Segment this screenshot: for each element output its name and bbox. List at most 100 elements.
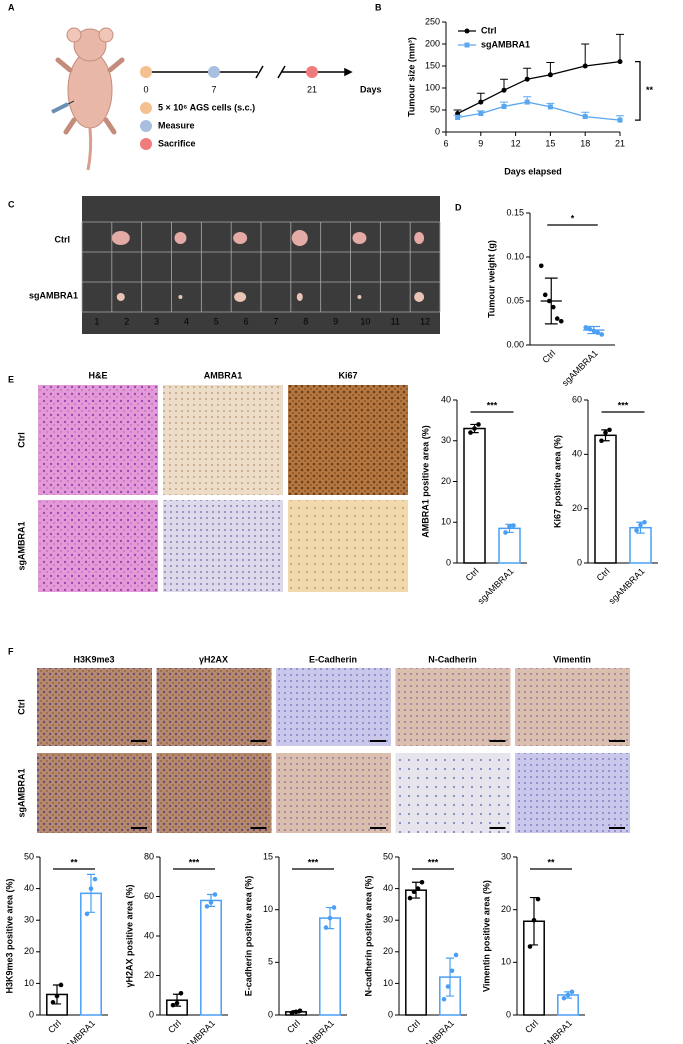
y-tick-label: 10 [24, 978, 34, 988]
tumour [296, 293, 303, 301]
x-tick-label: 18 [580, 138, 590, 148]
x-axis-label: Days elapsed [504, 166, 562, 176]
tumour [414, 292, 425, 302]
y-tick-label: 0 [446, 557, 451, 567]
marker [547, 104, 553, 110]
y-tick-label: 100 [425, 82, 440, 92]
bar [200, 899, 222, 1016]
significance: *** [487, 400, 498, 410]
x-tick-label: Ctrl [285, 1018, 302, 1035]
data-point [599, 332, 605, 337]
histology-image [156, 753, 272, 833]
data-point [54, 993, 60, 999]
data-point [293, 1009, 299, 1015]
column-header: γH2AX [199, 654, 228, 664]
data-point [453, 952, 459, 958]
data-point [554, 316, 560, 321]
y-tick-label: 0 [268, 1009, 273, 1019]
marker [524, 76, 530, 82]
y-tick-label: 5 [268, 957, 273, 967]
legend-dot [140, 138, 152, 150]
y-tick-label: 0.00 [506, 339, 524, 349]
x-tick-label: Ctrl [405, 1018, 422, 1035]
significance: ** [547, 857, 555, 867]
row-label: sgAMBRA1 [29, 290, 78, 300]
y-tick-label: 0 [388, 1009, 393, 1019]
photo-number: 6 [244, 316, 249, 326]
histology-image [276, 753, 391, 833]
panel-label: D [455, 202, 462, 212]
tumour [352, 232, 367, 244]
legend-dot [140, 102, 152, 114]
x-tick-label: Ctrl [523, 1018, 540, 1035]
significance: *** [189, 857, 200, 867]
y-tick-label: 20 [441, 476, 451, 486]
significance: ** [70, 857, 78, 867]
timeline-tick: 21 [307, 84, 317, 94]
data-point [511, 523, 516, 528]
error-bar [616, 33, 624, 62]
marker [478, 111, 484, 117]
y-tick-label: 40 [441, 394, 451, 404]
photo-number: 5 [214, 316, 219, 326]
legend-label: 5 × 10⁶ AGS cells (s.c.) [158, 102, 255, 112]
y-tick-label: 20 [572, 503, 582, 513]
y-tick-label: 20 [501, 904, 511, 914]
marker [582, 114, 588, 120]
data-point [174, 1000, 180, 1006]
x-tick-label: Ctrl [595, 566, 612, 583]
data-point [84, 911, 90, 917]
legend-marker [464, 42, 470, 48]
y-axis-label: Tumour weight (g) [486, 240, 496, 318]
y-tick-label: 20 [144, 970, 154, 980]
data-point [476, 422, 481, 427]
photo-number: 9 [333, 316, 338, 326]
timeline-dot [306, 66, 318, 78]
tumour [234, 292, 247, 302]
x-tick-label: Ctrl [464, 566, 481, 583]
y-tick-label: 40 [572, 449, 582, 459]
tumour [414, 232, 425, 244]
y-tick-label: 10 [383, 978, 393, 988]
tumour [233, 232, 248, 244]
histology-image [38, 385, 158, 495]
marker [617, 117, 623, 123]
data-point [535, 896, 541, 902]
tumour [291, 230, 308, 246]
y-tick-label: 60 [572, 394, 582, 404]
data-point [591, 328, 597, 334]
bar [463, 427, 486, 564]
data-point [212, 892, 218, 897]
legend-marker [464, 28, 470, 34]
x-tick-label: 15 [545, 138, 555, 148]
legend-label: Measure [158, 120, 195, 130]
histology-image [515, 753, 630, 833]
y-axis-label: H3K9me3 positive area (%) [4, 878, 14, 993]
x-tick-label: 6 [443, 138, 448, 148]
data-point [507, 524, 512, 529]
photo-number: 7 [273, 316, 278, 326]
histology-image [276, 668, 391, 746]
data-point [599, 438, 604, 444]
x-tick-label: sgAMBRA1 [560, 348, 600, 388]
tumour [116, 293, 125, 301]
mouse-illustration [51, 27, 125, 171]
histology-image [38, 500, 158, 592]
histology-image [156, 668, 272, 746]
x-tick-label: sgAMBRA1 [57, 1018, 97, 1044]
significance: *** [308, 857, 319, 867]
y-tick-label: 60 [144, 891, 154, 901]
y-axis-label: Ki67 positive area (%) [552, 435, 562, 528]
marker [478, 99, 484, 105]
x-tick-label: sgAMBRA1 [534, 1018, 574, 1044]
error-bar [445, 957, 455, 997]
histology-image [288, 385, 408, 495]
data-point [607, 427, 612, 433]
y-tick-label: 15 [263, 851, 273, 861]
data-point [565, 992, 571, 998]
photo-number: 12 [420, 316, 430, 326]
y-tick-label: 0.05 [506, 295, 524, 305]
legend-label: Sacrifice [158, 138, 196, 148]
data-point [642, 519, 647, 525]
